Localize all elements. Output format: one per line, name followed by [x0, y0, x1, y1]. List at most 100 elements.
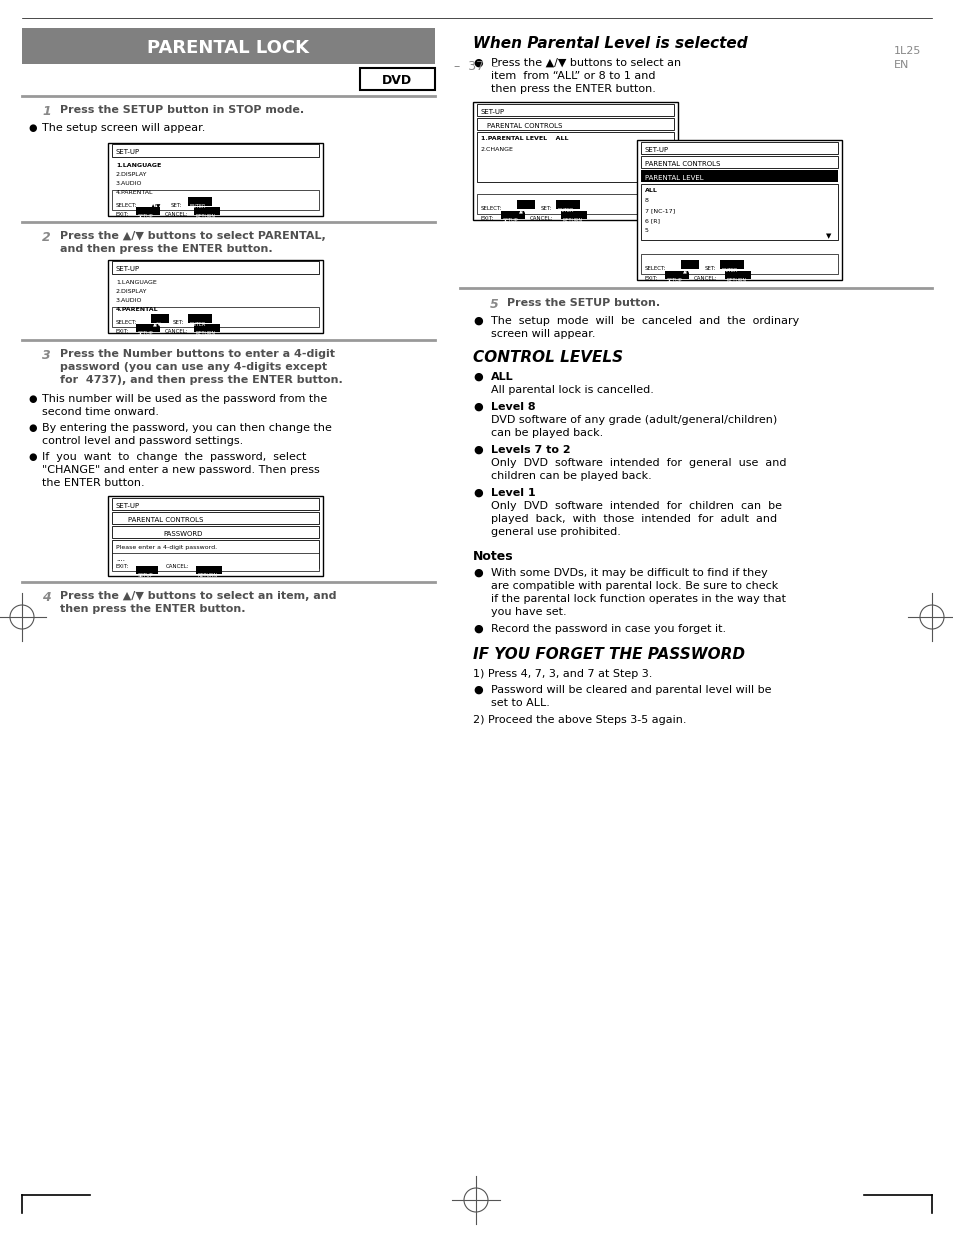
Bar: [640, 170, 837, 182]
Text: ENTER: ENTER: [190, 205, 206, 210]
Bar: [112, 144, 318, 157]
Bar: [108, 143, 323, 216]
Bar: [112, 190, 318, 210]
Text: SET-UP: SET-UP: [116, 149, 140, 156]
Bar: [359, 68, 435, 90]
Text: Only  DVD  software  intended  for  children  can  be: Only DVD software intended for children …: [491, 501, 781, 511]
Bar: [640, 184, 837, 240]
Text: Password will be cleared and parental level will be: Password will be cleared and parental le…: [491, 685, 771, 695]
Text: SELECT:: SELECT:: [644, 266, 666, 270]
Bar: [664, 270, 688, 279]
Text: EXIT:: EXIT:: [116, 329, 129, 333]
Text: Notes: Notes: [473, 550, 513, 563]
Bar: [193, 207, 220, 215]
Text: CANCEL:: CANCEL:: [166, 564, 190, 569]
Bar: [680, 261, 699, 269]
Text: PARENTAL CONTROLS: PARENTAL CONTROLS: [644, 161, 720, 167]
Text: screen will appear.: screen will appear.: [491, 329, 595, 338]
Text: Please enter a 4-digit password.: Please enter a 4-digit password.: [116, 545, 217, 550]
Text: for  4737), and then press the ENTER button.: for 4737), and then press the ENTER butt…: [60, 375, 342, 385]
Bar: [151, 314, 169, 324]
Text: and then press the ENTER button.: and then press the ENTER button.: [60, 245, 273, 254]
Text: CANCEL:: CANCEL:: [693, 275, 717, 282]
Text: RETURN: RETURN: [726, 278, 746, 283]
Text: the ENTER button.: the ENTER button.: [42, 478, 145, 488]
Text: ●: ●: [473, 488, 482, 498]
Text: ●: ●: [28, 394, 36, 404]
Text: if the parental lock function operates in the way that: if the parental lock function operates i…: [491, 594, 785, 604]
Text: SET-UP: SET-UP: [480, 109, 504, 115]
Text: ....: ....: [116, 556, 125, 562]
Text: SETUP: SETUP: [502, 219, 518, 224]
Text: 7 [NC-17]: 7 [NC-17]: [644, 207, 675, 212]
Text: 5: 5: [644, 228, 648, 233]
Bar: [640, 142, 837, 154]
Text: ●: ●: [28, 452, 36, 462]
Text: 3: 3: [42, 350, 51, 362]
Text: SET:: SET:: [704, 266, 716, 270]
Text: 8: 8: [644, 198, 648, 203]
Text: Level 1: Level 1: [491, 488, 535, 498]
Bar: [193, 324, 220, 332]
Text: ENTER: ENTER: [558, 207, 574, 212]
Bar: [476, 194, 673, 214]
Text: ●: ●: [473, 568, 482, 578]
Text: played  back,  with  those  intended  for  adult  and: played back, with those intended for adu…: [491, 514, 777, 524]
Text: With some DVDs, it may be difficult to find if they: With some DVDs, it may be difficult to f…: [491, 568, 767, 578]
Bar: [112, 513, 318, 524]
Bar: [136, 207, 160, 215]
Text: ●: ●: [28, 124, 36, 133]
Bar: [112, 553, 318, 571]
Bar: [473, 103, 678, 220]
Text: ▲/▼: ▲/▼: [518, 207, 528, 212]
Text: Only  DVD  software  intended  for  general  use  and: Only DVD software intended for general u…: [491, 458, 785, 468]
Text: PARENTAL CONTROLS: PARENTAL CONTROLS: [128, 517, 203, 522]
Text: ●: ●: [473, 403, 482, 412]
Text: DVD: DVD: [381, 74, 412, 86]
Text: ALL: ALL: [491, 372, 513, 382]
Bar: [112, 526, 318, 538]
Text: ●: ●: [473, 372, 482, 382]
Text: 3.AUDIO: 3.AUDIO: [116, 298, 142, 303]
Bar: [720, 261, 743, 269]
Bar: [108, 496, 323, 576]
Bar: [560, 211, 586, 219]
Text: RETURN: RETURN: [195, 214, 216, 219]
Text: CONTROL LEVELS: CONTROL LEVELS: [473, 350, 622, 366]
Text: 2.DISPLAY: 2.DISPLAY: [116, 172, 148, 177]
Text: 4: 4: [42, 592, 51, 604]
Text: then press the ENTER button.: then press the ENTER button.: [60, 604, 245, 614]
Text: 6 [R]: 6 [R]: [644, 219, 659, 224]
Bar: [517, 200, 535, 209]
Text: 2: 2: [42, 231, 51, 245]
Text: then press the ENTER button.: then press the ENTER button.: [491, 84, 656, 94]
Text: ●: ●: [473, 685, 482, 695]
Bar: [112, 498, 318, 510]
Text: RETURN: RETURN: [198, 573, 218, 578]
Text: When Parental Level is selected: When Parental Level is selected: [473, 36, 747, 51]
Text: SET:: SET:: [540, 206, 552, 211]
Text: Press the SETUP button.: Press the SETUP button.: [506, 298, 659, 308]
Text: RETURN: RETURN: [562, 219, 582, 224]
Text: 4.PARENTAL: 4.PARENTAL: [116, 190, 153, 195]
Bar: [195, 566, 222, 574]
Text: Press the SETUP button in STOP mode.: Press the SETUP button in STOP mode.: [60, 105, 304, 115]
Text: 1) Press 4, 7, 3, and 7 at Step 3.: 1) Press 4, 7, 3, and 7 at Step 3.: [473, 669, 652, 679]
Text: ALL: ALL: [644, 188, 658, 193]
Text: PARENTAL CONTROLS: PARENTAL CONTROLS: [486, 124, 561, 128]
Bar: [136, 324, 160, 332]
Bar: [637, 140, 841, 280]
Bar: [640, 254, 837, 274]
Bar: [476, 119, 673, 130]
Text: 1.PARENTAL LEVEL    ALL: 1.PARENTAL LEVEL ALL: [480, 136, 568, 141]
Bar: [22, 28, 435, 64]
Text: Press the ▲/▼ buttons to select an item, and: Press the ▲/▼ buttons to select an item,…: [60, 592, 336, 601]
Text: –  37  –: – 37 –: [454, 61, 497, 73]
Bar: [640, 156, 837, 168]
Text: control level and password settings.: control level and password settings.: [42, 436, 243, 446]
Bar: [476, 132, 673, 182]
Text: ●: ●: [28, 424, 36, 433]
Text: RETURN: RETURN: [195, 331, 216, 336]
Text: SET:: SET:: [172, 320, 184, 325]
Text: 1.LANGUAGE: 1.LANGUAGE: [116, 280, 156, 285]
